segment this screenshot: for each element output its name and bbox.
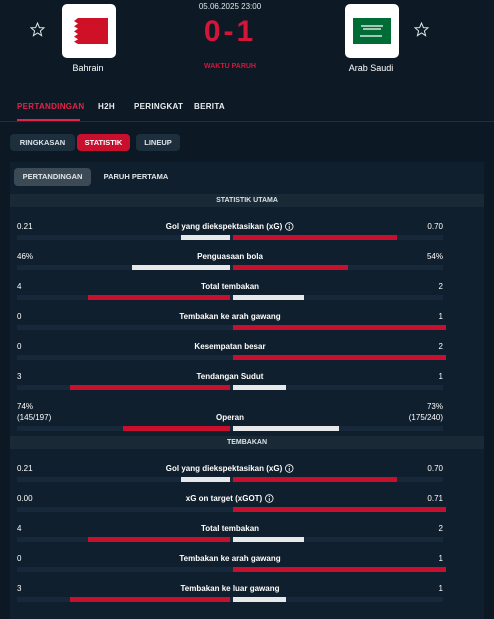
info-icon[interactable] xyxy=(285,464,294,473)
home-value: 0 xyxy=(17,554,22,563)
divider xyxy=(0,121,494,122)
home-bar xyxy=(70,597,230,602)
home-value: 3 xyxy=(17,372,22,381)
bar-track xyxy=(17,426,443,431)
away-value: 0.71 xyxy=(427,494,443,503)
away-bar xyxy=(233,295,304,300)
away-detail: (175/240) xyxy=(408,413,443,422)
home-bar xyxy=(180,477,230,482)
away-team[interactable]: Arab Saudi xyxy=(348,63,394,73)
home-value: 3 xyxy=(17,584,22,593)
bar-track xyxy=(17,477,443,482)
away-value: 2 xyxy=(438,342,443,351)
section-header: STATISTIK UTAMA xyxy=(10,194,484,207)
stat-label: Tembakan ke arah gawang xyxy=(179,554,281,563)
match-status: WAKTU PARUH xyxy=(204,63,256,70)
home-value: 0.21 xyxy=(17,222,33,231)
bar-track xyxy=(17,295,443,300)
away-value: 0.70 xyxy=(427,222,443,231)
away-bar xyxy=(233,355,446,360)
bar-track xyxy=(17,355,443,360)
tab[interactable]: H2H xyxy=(98,102,115,111)
stat-label: Total tembakan xyxy=(200,282,260,291)
section-header: TEMBAKAN xyxy=(10,436,484,449)
home-value: 0 xyxy=(17,342,22,351)
home-flag xyxy=(62,4,116,58)
away-flag xyxy=(345,4,399,58)
subtab[interactable]: RINGKASAN xyxy=(10,134,75,151)
away-bar xyxy=(233,537,304,542)
away-value: 1 xyxy=(438,554,443,563)
stat-label: Gol yang diekspektasikan (xG) xyxy=(166,464,294,474)
away-value: 1 xyxy=(438,312,443,321)
home-bar xyxy=(88,295,230,300)
away-bar xyxy=(233,235,397,240)
stat-label: Penguasaan bola xyxy=(197,252,263,261)
bar-track xyxy=(17,567,443,572)
score: 0-1 xyxy=(203,15,257,48)
away-bar xyxy=(233,567,446,572)
away-bar xyxy=(233,385,287,390)
away-bar xyxy=(233,477,397,482)
home-bar xyxy=(122,426,230,431)
tab[interactable]: PERTANDINGAN xyxy=(17,102,85,111)
away-bar xyxy=(233,426,339,431)
period-tab[interactable]: PERTANDINGAN xyxy=(14,168,91,186)
period-tab[interactable]: PARUH PERTAMA xyxy=(103,172,169,181)
tab[interactable]: BERITA xyxy=(194,102,225,111)
home-value: 4 xyxy=(17,282,22,291)
match-date: 05.06.2025 23:00 xyxy=(198,2,262,11)
away-value: 2 xyxy=(438,524,443,533)
home-value: 74% xyxy=(17,402,34,411)
stat-label: xG on target (xGOT) xyxy=(186,494,274,504)
bar-track xyxy=(17,385,443,390)
tab-underline xyxy=(17,119,80,121)
home-value: 46% xyxy=(17,252,34,261)
away-value: 1 xyxy=(438,584,443,593)
away-bar xyxy=(233,597,287,602)
home-value: 4 xyxy=(17,524,22,533)
home-team[interactable]: Bahrain xyxy=(72,63,104,73)
bar-track xyxy=(17,537,443,542)
stat-label: Tendangan Sudut xyxy=(196,372,264,381)
home-bar xyxy=(180,235,230,240)
info-icon[interactable] xyxy=(265,494,274,503)
subtab[interactable]: LINEUP xyxy=(136,134,180,151)
stat-label: Gol yang diekspektasikan (xG) xyxy=(166,222,294,232)
favorite-away[interactable] xyxy=(414,22,429,37)
bar-track xyxy=(17,265,443,270)
stat-label: Tembakan ke arah gawang xyxy=(179,312,281,321)
away-value: 2 xyxy=(438,282,443,291)
home-bar xyxy=(70,385,230,390)
stat-label: Operan xyxy=(215,413,245,422)
favorite-home[interactable] xyxy=(30,22,45,37)
away-value: 54% xyxy=(426,252,443,261)
bar-track xyxy=(17,507,443,512)
away-value: 1 xyxy=(438,372,443,381)
home-detail: (145/197) xyxy=(17,413,52,422)
stat-label: Total tembakan xyxy=(200,524,260,533)
away-bar xyxy=(233,507,446,512)
info-icon[interactable] xyxy=(285,222,294,231)
home-value: 0.21 xyxy=(17,464,33,473)
away-value: 73% xyxy=(426,402,443,411)
stat-label: Kesempatan besar xyxy=(194,342,266,351)
home-value: 0.00 xyxy=(17,494,33,503)
away-bar xyxy=(233,265,349,270)
home-bar xyxy=(132,265,230,270)
away-bar xyxy=(233,325,446,330)
away-value: 0.70 xyxy=(427,464,443,473)
bar-track xyxy=(17,235,443,240)
subtab[interactable]: STATISTIK xyxy=(77,134,130,151)
home-value: 0 xyxy=(17,312,22,321)
home-bar xyxy=(88,537,230,542)
bar-track xyxy=(17,325,443,330)
bar-track xyxy=(17,597,443,602)
stat-label: Tembakan ke luar gawang xyxy=(180,584,280,593)
tab[interactable]: PERINGKAT xyxy=(134,102,184,111)
